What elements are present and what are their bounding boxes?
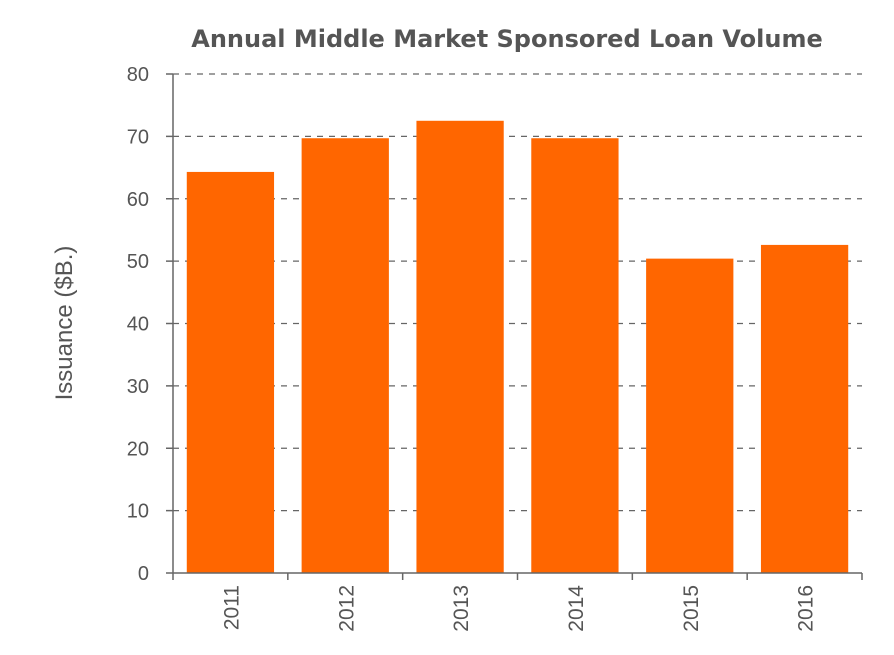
y-tick-label: 50 [127,251,149,273]
x-tick-label: 2015 [680,585,703,632]
y-tick-label: 30 [127,376,149,398]
bar-2015 [646,258,734,573]
bar-2016 [760,244,849,573]
x-tick-label: 2014 [565,585,588,632]
bar-2011 [186,171,275,573]
bars [186,120,849,573]
axes [166,73,863,580]
bar-2012 [301,138,389,573]
y-tick-label: 10 [127,501,149,523]
y-tick-label: 60 [127,189,149,211]
x-tick-label: 2016 [795,585,818,632]
x-tick-labels: 2011 2012 2013 2014 2015 2016 [220,585,817,632]
gridlines [173,73,862,512]
y-tick-label: 80 [127,64,149,86]
bar-2013 [416,120,504,573]
x-tick-label: 2012 [335,585,358,632]
bar-2014 [531,138,619,573]
y-tick-label: 70 [127,126,149,148]
y-tick-label: 20 [127,438,149,460]
y-tick-label: 0 [138,563,149,585]
x-tick-label: 2011 [220,585,243,630]
y-tick-labels: 0 10 20 30 40 50 60 70 80 [127,64,149,585]
x-tick-label: 2013 [450,585,473,632]
y-axis-label: Issuance ($B.) [51,246,78,401]
chart-title: Annual Middle Market Sponsored Loan Volu… [191,25,823,53]
y-tick-label: 40 [127,314,149,336]
